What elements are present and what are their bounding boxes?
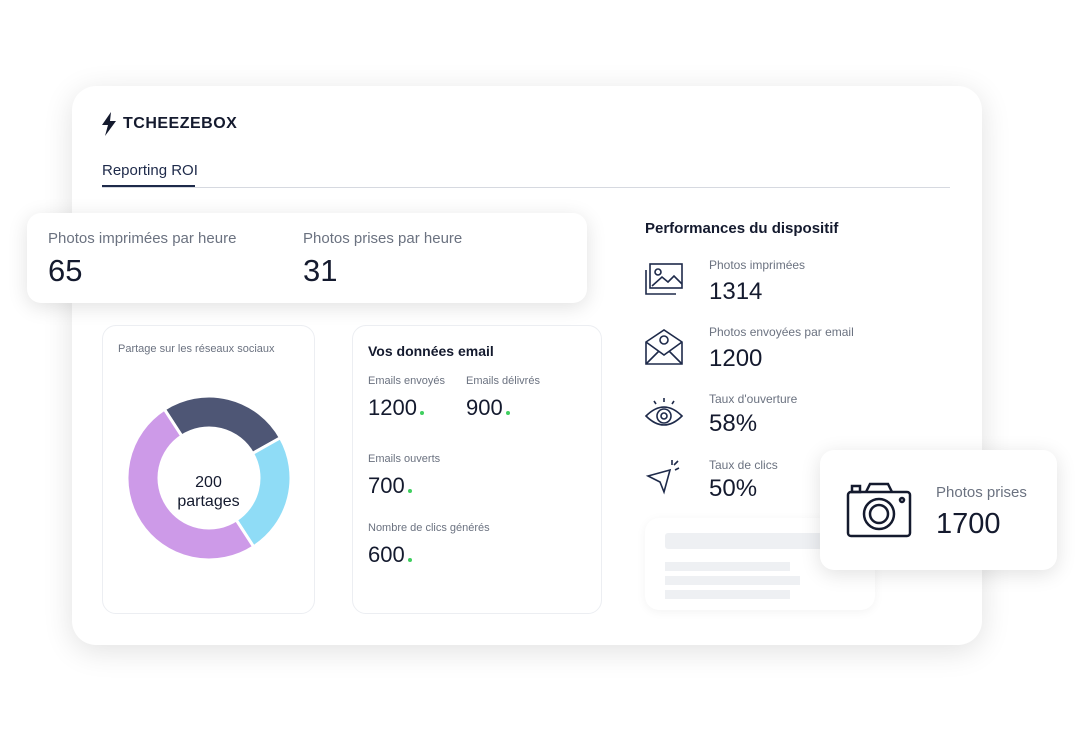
donut-center: 200 partages (103, 473, 314, 511)
perf-value: 50% (709, 475, 758, 502)
email-title: Vos données email (368, 343, 494, 359)
stat-value: 1200 (368, 395, 424, 421)
skeleton (665, 562, 790, 571)
icon-click (645, 460, 680, 495)
center-unit: partages (177, 493, 240, 510)
perf-label: Photos envoyées par email (709, 325, 854, 339)
stat-label: Nombre de clics générés (368, 522, 490, 534)
icon-email (645, 329, 683, 365)
perf-label: Taux de clics (709, 458, 778, 472)
center-value: 200 (195, 474, 222, 491)
perf-label: Taux d'ouverture (709, 392, 798, 406)
stat-label: Emails envoyés (368, 375, 446, 387)
performance-title: Performances du dispositif (645, 220, 839, 237)
brand: TCHEEZEBOX (123, 115, 238, 132)
email-card: Vos données email Emails envoyés 1200 Em… (352, 325, 602, 614)
skeleton (665, 533, 825, 549)
stat-label: Emails ouverts (368, 453, 441, 465)
perf-value: 1314 (709, 278, 763, 305)
donut (125, 394, 293, 562)
stat-label: Emails délivrés (466, 375, 540, 387)
tab[interactable]: Reporting ROI (102, 162, 198, 179)
donut-segment (125, 407, 256, 562)
camera-label: Photos prises (936, 484, 1027, 501)
perf-value: 58% (709, 410, 758, 437)
perf-label: Photos imprimées (709, 258, 806, 272)
donut-segment (162, 394, 283, 456)
skeleton (665, 590, 790, 599)
perf-value: 1200 (709, 345, 763, 372)
icon-eye (644, 398, 684, 426)
logo-icon (102, 112, 116, 136)
dashboard: TCHEEZEBOX Reporting ROI Partage sur les… (72, 86, 982, 645)
stat-value: 900 (466, 395, 510, 421)
social-title: Partage sur les réseaux sociaux (118, 343, 275, 355)
hourly-value: 31 (303, 253, 338, 288)
tab-underline (102, 185, 195, 187)
icon-photos (645, 263, 683, 295)
camera-card: Photos prises 1700 (820, 450, 1057, 570)
hourly-value: 65 (48, 253, 83, 288)
hourly-label: Photos imprimées par heure (48, 230, 237, 247)
camera-value: 1700 (936, 508, 1001, 540)
stat-value: 700 (368, 473, 412, 499)
hourly-card: Photos imprimées par heure 65 Photos pri… (27, 213, 587, 303)
icon-camera (846, 482, 912, 538)
divider (102, 187, 950, 188)
stat-value: 600 (368, 542, 412, 568)
social-card: Partage sur les réseaux sociaux 200 part… (102, 325, 315, 614)
hourly-label: Photos prises par heure (303, 230, 463, 247)
skeleton (665, 576, 800, 585)
